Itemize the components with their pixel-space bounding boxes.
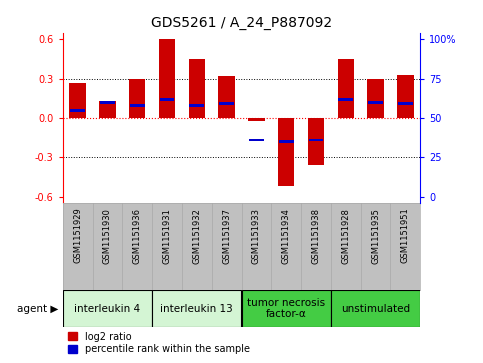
Bar — [189, 59, 205, 118]
Bar — [338, 98, 353, 101]
Text: tumor necrosis
factor-α: tumor necrosis factor-α — [247, 298, 325, 319]
Bar — [279, 140, 294, 143]
Text: GSM1151929: GSM1151929 — [73, 208, 82, 264]
Title: GDS5261 / A_24_P887092: GDS5261 / A_24_P887092 — [151, 16, 332, 30]
Bar — [278, 118, 294, 186]
Bar — [99, 101, 115, 118]
Text: GSM1151938: GSM1151938 — [312, 208, 320, 264]
Bar — [338, 59, 354, 118]
Bar — [242, 290, 331, 327]
Bar — [398, 102, 413, 105]
Bar — [248, 118, 265, 121]
Bar — [130, 104, 145, 107]
Text: GSM1151937: GSM1151937 — [222, 208, 231, 264]
Bar — [309, 139, 324, 142]
Bar — [397, 75, 413, 118]
Text: GSM1151934: GSM1151934 — [282, 208, 291, 264]
Text: GSM1151935: GSM1151935 — [371, 208, 380, 264]
Text: interleukin 4: interleukin 4 — [74, 303, 141, 314]
Text: GSM1151928: GSM1151928 — [341, 208, 350, 264]
Bar — [70, 109, 85, 111]
Text: GSM1151931: GSM1151931 — [163, 208, 171, 264]
Bar — [249, 139, 264, 142]
Bar — [331, 290, 420, 327]
Text: interleukin 13: interleukin 13 — [160, 303, 233, 314]
Bar — [368, 101, 383, 104]
Bar — [63, 290, 152, 327]
Bar — [218, 76, 235, 118]
Legend: log2 ratio, percentile rank within the sample: log2 ratio, percentile rank within the s… — [68, 331, 250, 355]
Bar — [368, 79, 384, 118]
Text: agent ▶: agent ▶ — [16, 303, 58, 314]
Bar — [70, 82, 86, 118]
Text: GSM1151930: GSM1151930 — [103, 208, 112, 264]
Text: GSM1151936: GSM1151936 — [133, 208, 142, 264]
Text: GSM1151933: GSM1151933 — [252, 208, 261, 264]
Bar — [189, 104, 204, 107]
Text: GSM1151932: GSM1151932 — [192, 208, 201, 264]
Bar — [159, 98, 174, 101]
Bar — [159, 39, 175, 118]
Bar — [152, 290, 242, 327]
Bar — [100, 101, 115, 104]
Bar — [129, 79, 145, 118]
Bar — [308, 118, 324, 165]
Text: unstimulated: unstimulated — [341, 303, 410, 314]
Bar — [219, 102, 234, 105]
Text: GSM1151951: GSM1151951 — [401, 208, 410, 264]
